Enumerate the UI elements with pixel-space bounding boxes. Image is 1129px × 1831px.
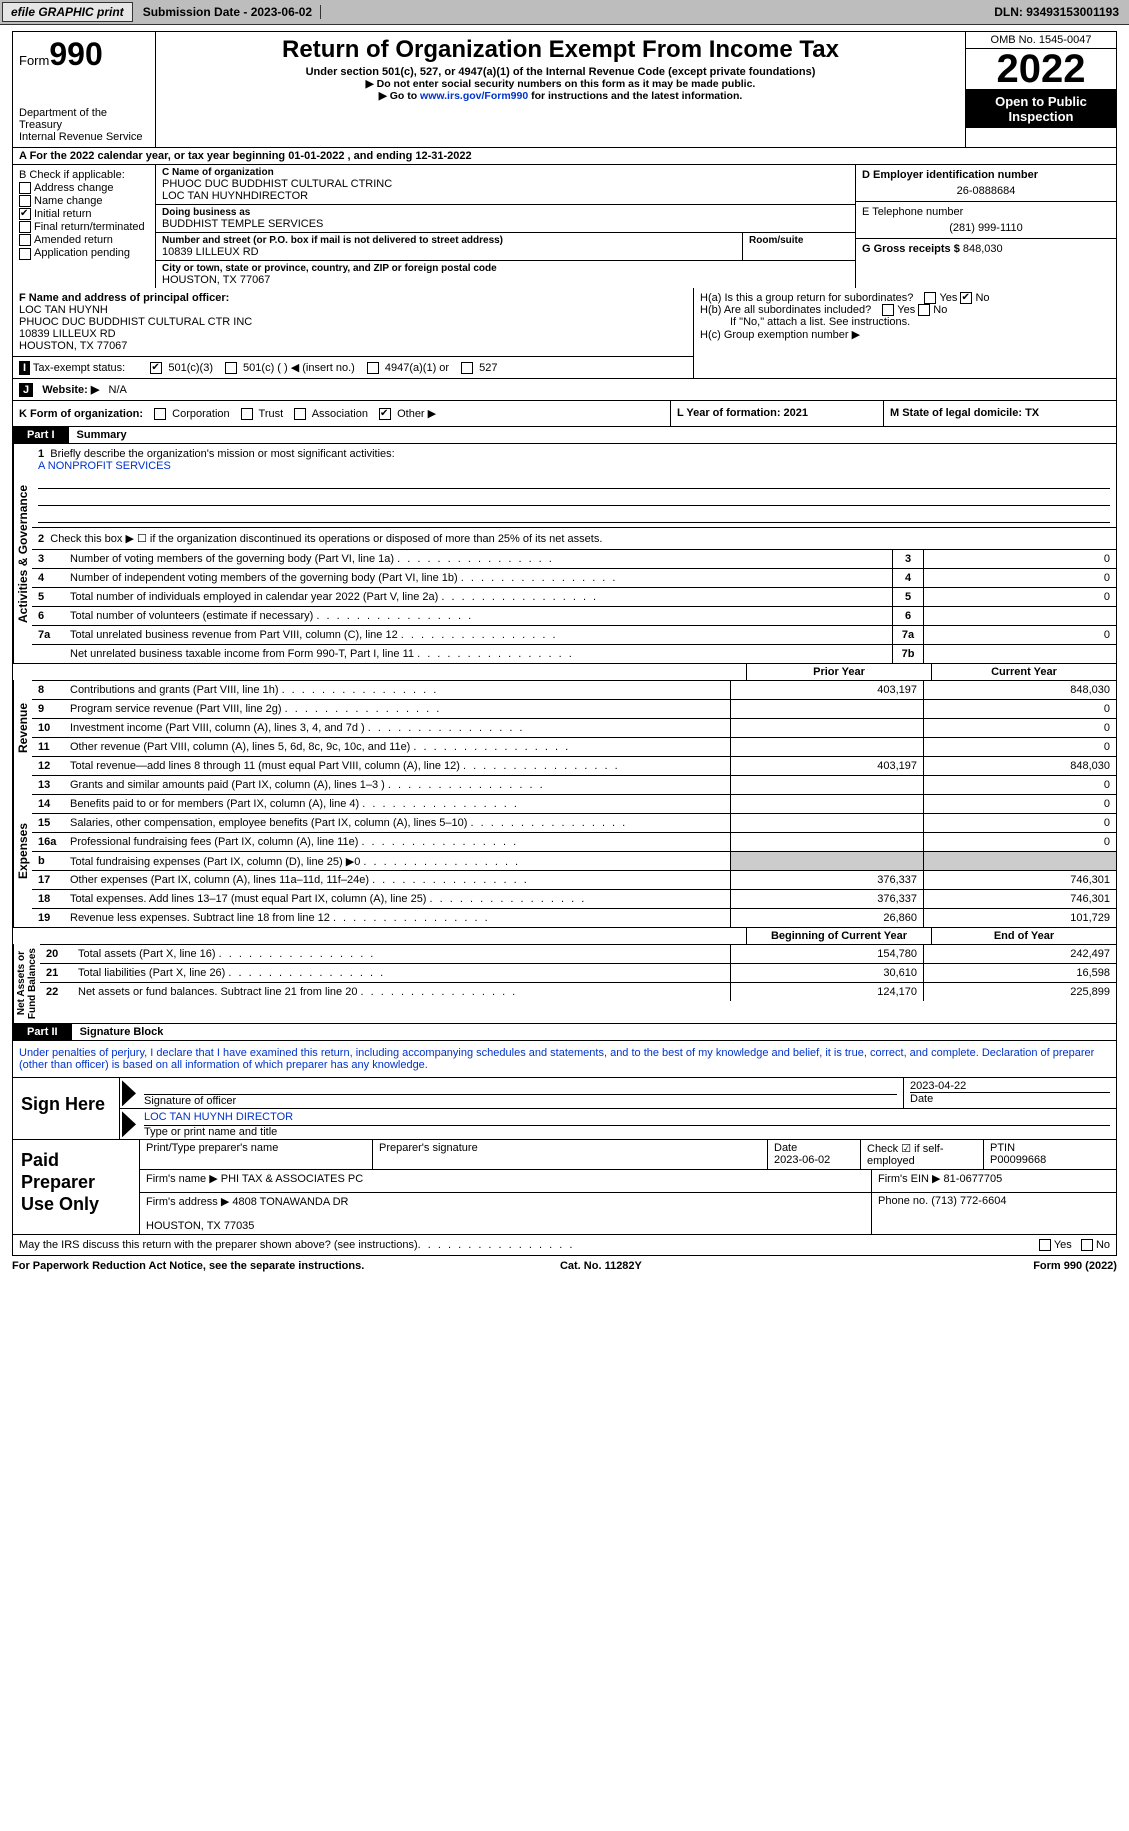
- signature-declaration: Under penalties of perjury, I declare th…: [12, 1041, 1117, 1077]
- vtab-netassets: Net Assets orFund Balances: [13, 944, 40, 1023]
- phone: (281) 999-1110: [862, 222, 1110, 234]
- line-a-period: A For the 2022 calendar year, or tax yea…: [12, 148, 1117, 165]
- irs-link-line: ▶ Go to www.irs.gov/Form990 for instruct…: [160, 90, 961, 102]
- dept-treasury: Department of the Treasury Internal Reve…: [19, 107, 149, 143]
- form-footer: Form 990 (2022): [1033, 1260, 1117, 1272]
- arrow-icon: [122, 1111, 136, 1137]
- submission-date: Submission Date - 2023-06-02: [135, 5, 321, 19]
- sign-here-label: Sign Here: [13, 1078, 120, 1139]
- gross-receipts: 848,030: [963, 243, 1003, 255]
- form-id-box: Form990 Department of the Treasury Inter…: [13, 32, 156, 147]
- vtab-expenses: Expenses: [13, 775, 32, 927]
- cat-no: Cat. No. 11282Y: [560, 1260, 642, 1272]
- part1-tab: Part I: [13, 427, 69, 443]
- org-name: PHUOC DUC BUDDHIST CULTURAL CTRINC LOC T…: [162, 178, 849, 202]
- efile-button[interactable]: efile GRAPHIC print: [2, 2, 133, 22]
- vtab-governance: Activities & Governance: [13, 444, 32, 663]
- arrow-icon: [122, 1080, 136, 1106]
- part2-title: Signature Block: [80, 1026, 164, 1038]
- city: HOUSTON, TX 77067: [162, 274, 849, 286]
- box-m: M State of legal domicile: TX: [884, 401, 1116, 426]
- dln: DLN: 93493153001193: [994, 5, 1129, 19]
- box-b: B Check if applicable: Address changeNam…: [13, 165, 156, 288]
- ein: 26-0888684: [862, 185, 1110, 197]
- mission-text[interactable]: A NONPROFIT SERVICES: [38, 460, 171, 472]
- form-title: Return of Organization Exempt From Incom…: [160, 36, 961, 64]
- paid-preparer-label: Paid Preparer Use Only: [13, 1140, 140, 1234]
- part1-title: Summary: [77, 429, 127, 441]
- box-h: H(a) Is this a group return for subordin…: [694, 288, 1116, 378]
- box-j: J Website: ▶ N/A: [12, 379, 1117, 401]
- part2-tab: Part II: [13, 1024, 72, 1040]
- box-l: L Year of formation: 2021: [671, 401, 884, 426]
- top-toolbar: efile GRAPHIC print Submission Date - 20…: [0, 0, 1129, 25]
- dba: BUDDHIST TEMPLE SERVICES: [162, 218, 849, 230]
- vtab-revenue: Revenue: [13, 680, 32, 775]
- tax-year: 2022: [966, 49, 1116, 90]
- form-subtitle: Under section 501(c), 527, or 4947(a)(1)…: [160, 66, 961, 78]
- paperwork-notice: For Paperwork Reduction Act Notice, see …: [12, 1260, 364, 1272]
- box-f: F Name and address of principal officer:…: [13, 288, 694, 378]
- open-inspection: Open to Public Inspection: [966, 90, 1116, 128]
- irs-link[interactable]: www.irs.gov/Form990: [420, 90, 528, 102]
- box-k: K Form of organization: Corporation Trus…: [13, 401, 671, 426]
- street: 10839 LILLEUX RD: [162, 246, 736, 258]
- ssn-warning: ▶ Do not enter social security numbers o…: [160, 78, 961, 90]
